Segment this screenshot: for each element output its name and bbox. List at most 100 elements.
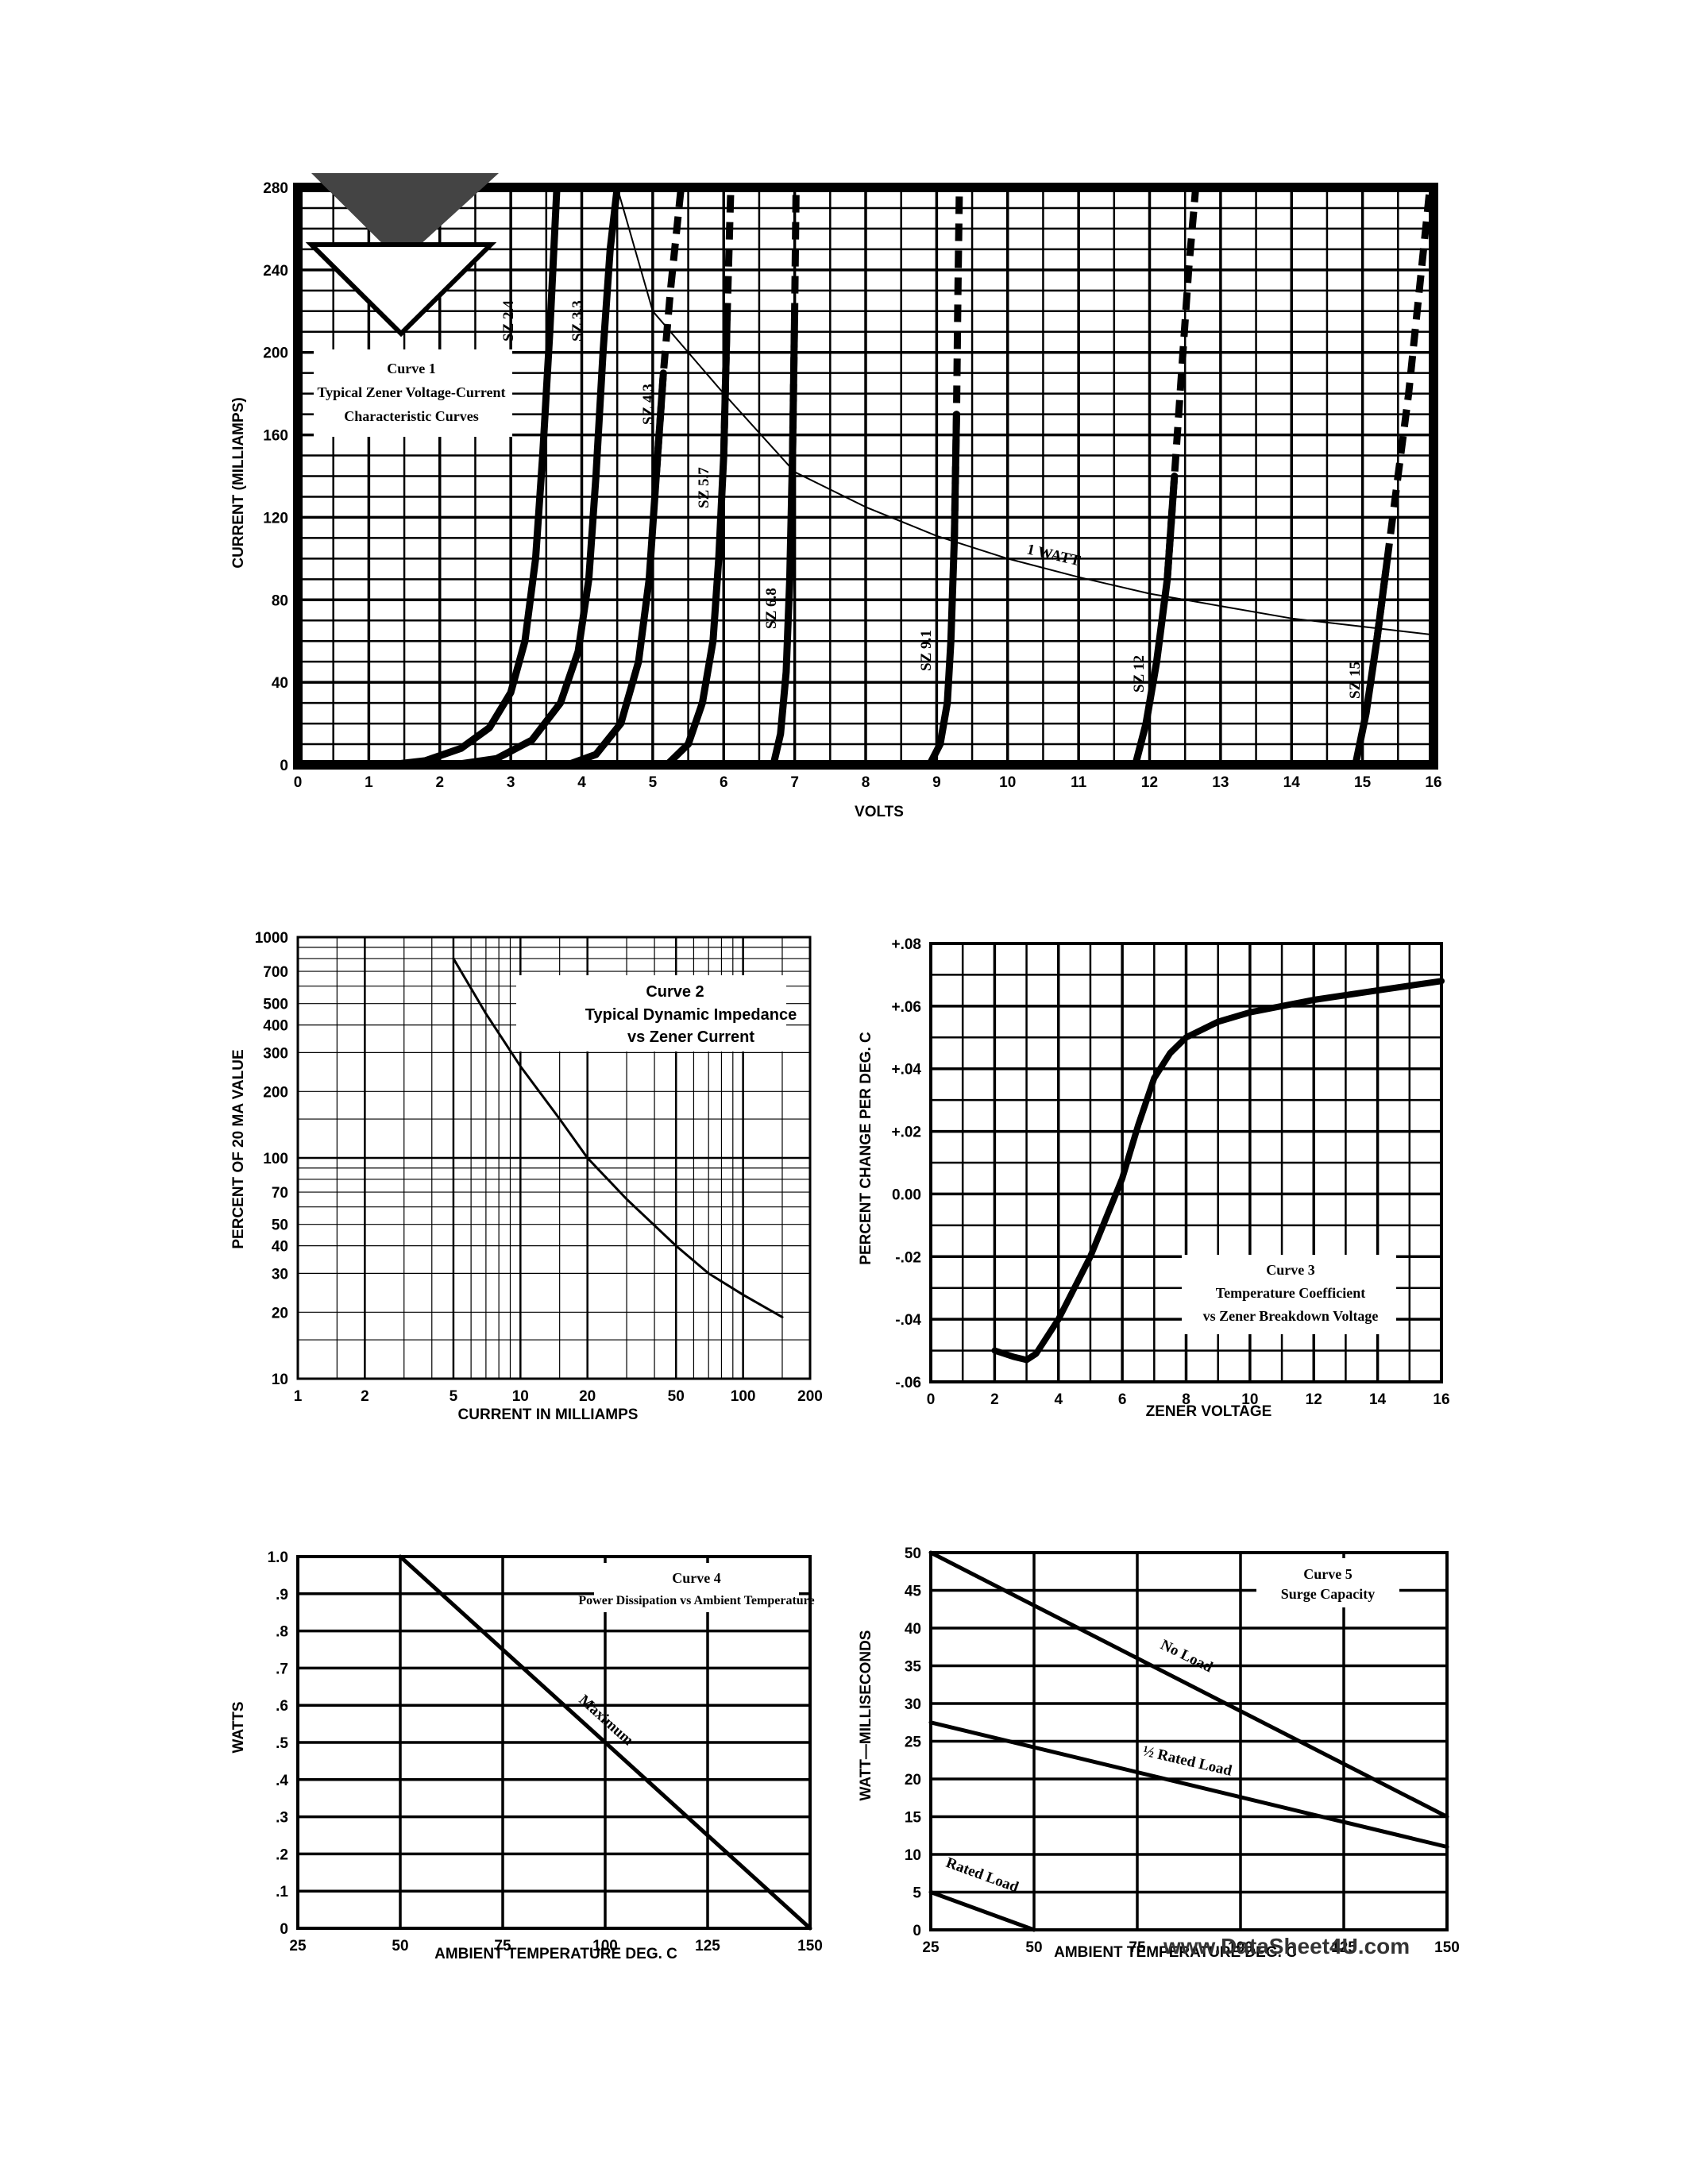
curve4-title-line1: Curve 4 <box>672 1570 721 1586</box>
curve5-ytick-label: 30 <box>905 1696 921 1713</box>
curve4-title-box <box>594 1563 799 1612</box>
watermark-text: www.DataSheet4U.com <box>1163 1934 1410 1958</box>
curve1-title-box <box>314 349 512 437</box>
curve1-title-line1: Curve 1 <box>387 361 436 376</box>
curve3-plot <box>991 978 1445 1364</box>
curve5-ytick-label: 15 <box>905 1810 922 1827</box>
curve1-xlabel: VOLTS <box>855 804 904 820</box>
curve5-ytick-label: 0 <box>913 1923 921 1939</box>
curve2-xlabel: CURRENT IN MILLIAMPS <box>458 1406 639 1423</box>
curve1-series-1-line <box>450 183 621 769</box>
curve2-xtick-label: 200 <box>797 1388 823 1405</box>
curve3-ytick-label: -.06 <box>895 1375 921 1391</box>
curve2-title-box <box>516 975 786 1051</box>
curve1-series-5-line <box>925 411 960 769</box>
chart-curve4: 25 50 75 100 125 150 0 .1 .2 .3 .4 .5 .6 .7 .8 .9 1.0 AM… <box>230 1549 823 1962</box>
curve2-xtick-label: 100 <box>731 1388 756 1405</box>
curve3-title-box <box>1182 1255 1396 1334</box>
curve5-ytick-label: 50 <box>905 1545 921 1562</box>
curve1-xtick-label: 9 <box>932 774 941 791</box>
curve1-series-5-line-dashed <box>951 187 963 538</box>
curve2-ytick-label: 200 <box>263 1084 288 1101</box>
curve1-xtick-label: 2 <box>435 774 444 791</box>
curve3-ytick-label: +.08 <box>891 936 921 953</box>
curve5-xtick-label: 125 <box>1331 1939 1356 1956</box>
curve3-xlabel: ZENER VOLTAGE <box>1146 1403 1272 1420</box>
curve2-frame <box>296 936 812 1380</box>
curve5-ylabel: WATT—MILLISECONDS <box>858 1630 874 1801</box>
curve1-ytick-label: 240 <box>263 263 288 280</box>
curve3-title-line3: vs Zener Breakdown Voltage <box>1203 1308 1379 1324</box>
curve3-ytick-label: -.04 <box>895 1312 921 1329</box>
curve1-plot <box>294 183 1434 769</box>
curve2-xtick-label: 1 <box>294 1388 303 1405</box>
curve2-plot <box>452 957 784 1318</box>
curve2-ytick-label: 300 <box>263 1045 288 1062</box>
curve1-xtick-label: 4 <box>577 774 586 791</box>
curve5-ytick-label: 10 <box>905 1847 921 1864</box>
curve5-ytick-label: 40 <box>905 1621 921 1638</box>
curve3-ylabel: PERCENT CHANGE PER DEG. C <box>858 1032 874 1265</box>
curve1-xtick-label: 14 <box>1283 774 1301 791</box>
curve3-xtick-label: 16 <box>1433 1391 1449 1408</box>
curve1-xtick-label: 0 <box>294 774 303 791</box>
curve5-ytick-label: 25 <box>905 1734 922 1751</box>
curve3-ytick-label: +.02 <box>891 1125 921 1141</box>
curve3-title-line1: Curve 3 <box>1266 1262 1315 1278</box>
curve1-series-4-line-dashed <box>789 187 800 456</box>
curve5-xlabel: AMBIENT TEMPERATURE DEG. C <box>1054 1944 1297 1961</box>
curve2-ylabel: PERCENT OF 20 MA VALUE <box>230 1049 247 1248</box>
curve1-series-2-line-dashed <box>652 187 685 477</box>
curve2-ytick-label: 1000 <box>255 930 288 947</box>
curve4-ytick-label: .4 <box>276 1773 288 1789</box>
curve2-title-line3: vs Zener Current <box>627 1028 754 1046</box>
curve2-ytick-label: 700 <box>263 964 288 981</box>
curve4-ylabel: WATTS <box>230 1701 247 1753</box>
curve5-title-box <box>1256 1558 1399 1607</box>
curve2-ytick-label: 500 <box>263 997 288 1013</box>
curve2-xtick-label: 50 <box>668 1388 685 1405</box>
curve4-ytick-label: .3 <box>276 1810 288 1827</box>
curve1-series-0-line <box>294 183 561 769</box>
curve4-xlabel: AMBIENT TEMPERATURE DEG. C <box>434 1946 677 1962</box>
curve3-xtick-label: 0 <box>927 1391 936 1408</box>
curve1-series-label-4: SZ 6.8 <box>763 588 780 629</box>
curve4-title-line2: Power Dissipation vs Ambient Temperature <box>578 1594 814 1607</box>
curve1-series-7-line-dashed <box>1373 187 1434 642</box>
curve5-ytick-label: 35 <box>905 1659 922 1676</box>
curve1-series-3-line-dashed <box>720 187 735 456</box>
curve2-ytick-label: 50 <box>272 1217 288 1234</box>
curve4-ytick-label: 1.0 <box>268 1549 288 1566</box>
curve5-ticks: 25 50 75 100 125 150 0 5 10 15 20 25 30 35 40 45 50 <box>905 1545 1460 1956</box>
curve1-series-label-5: SZ 9.1 <box>918 630 935 671</box>
curve3-ytick-label: 0.00 <box>892 1187 921 1203</box>
curve2-title-line2: Typical Dynamic Impedance <box>585 1006 797 1024</box>
curve1-series-4-line <box>770 307 799 769</box>
curve2-ytick-label: 70 <box>272 1185 288 1202</box>
curve3-xtick-label: 12 <box>1306 1391 1322 1408</box>
curve5-series-2-line <box>928 1890 1036 1932</box>
curve4-xtick-label: 75 <box>494 1938 511 1954</box>
curve4-xtick-label: 125 <box>695 1938 720 1954</box>
curve1-xtick-label: 10 <box>999 774 1016 791</box>
curve2-ticks: 1 2 5 10 20 50 100 200 10 20 30 40 50 70 100 200 300 400 5… <box>255 930 823 1405</box>
curve5-ytick-label: 20 <box>905 1772 921 1788</box>
curve1-xtick-label: 12 <box>1141 774 1158 791</box>
curve2-xtick-label: 2 <box>361 1388 369 1405</box>
curve3-ytick-label: -.02 <box>895 1249 921 1266</box>
curve5-xtick-label: 75 <box>1129 1939 1146 1956</box>
curve5-series-1-line <box>928 1720 1449 1849</box>
curve1-xtick-label: 7 <box>790 774 799 791</box>
chart-curve3: 0 2 4 6 8 10 12 14 16 -.06 -.04 -.02 0.00 +.02 +.04 +.0… <box>858 936 1450 1420</box>
chart-curve2: 1 2 5 10 20 50 100 200 10 20 30 40 50 70 100 200 300 400 5… <box>230 930 823 1423</box>
curve4-ytick-label: .7 <box>276 1661 288 1677</box>
curve4-ytick-label: .5 <box>276 1735 288 1752</box>
curve1-series-label-2: SZ 4.3 <box>640 384 657 425</box>
curve1-logo <box>305 173 499 338</box>
curve4-series-0-line <box>398 1554 812 1931</box>
curve3-ytick-label: +.04 <box>891 1062 921 1078</box>
curve4-xtick-label: 100 <box>592 1938 618 1954</box>
curve1-ylabel: CURRENT (MILLIAMPS) <box>230 397 247 568</box>
curve1-series-8-line <box>616 187 1434 636</box>
